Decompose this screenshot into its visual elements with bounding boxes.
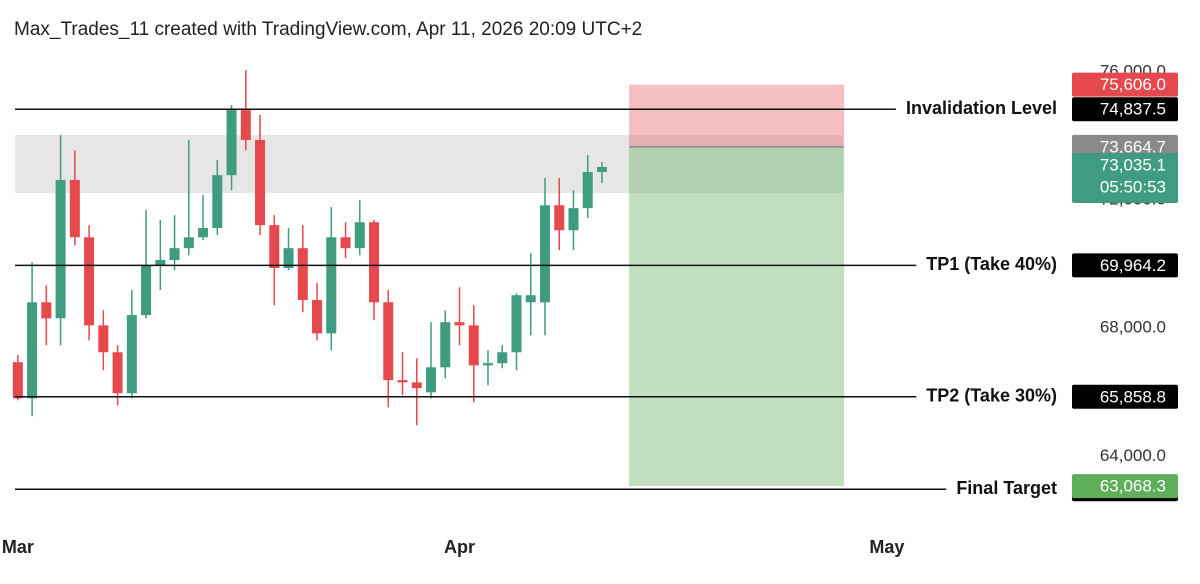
zone: [15, 135, 843, 194]
x-tick-label: May: [869, 537, 904, 557]
stop-zone: [629, 84, 845, 147]
entry-price-box: [1072, 134, 1178, 159]
candle-body: [539, 205, 550, 303]
target-price-box: [1072, 474, 1178, 499]
level-price-box: [1072, 253, 1178, 278]
level-price-label: 65,858.8: [1100, 387, 1166, 406]
candle-body: [112, 352, 123, 394]
candle-body: [141, 265, 152, 316]
candle-body: [582, 171, 593, 209]
stop-price-box: [1072, 72, 1178, 97]
candle-body: [497, 352, 508, 364]
candle-body: [212, 175, 223, 228]
candle-body: [41, 302, 52, 319]
candle-body: [255, 139, 266, 226]
candle-body: [183, 237, 194, 249]
level-price-box: [1072, 384, 1178, 409]
target-zone: [629, 146, 845, 487]
candle-body: [169, 248, 180, 261]
candle-body: [454, 322, 465, 326]
candle-body: [283, 248, 294, 269]
level-name: Final Target: [956, 478, 1057, 498]
candle-body: [340, 237, 351, 249]
level-price-label: 74,837.5: [1100, 100, 1166, 119]
candle-body: [84, 237, 95, 326]
last-price-box: [1072, 152, 1178, 203]
candle-body: [554, 205, 565, 231]
level-price-box: [1072, 97, 1178, 122]
candle-body: [383, 302, 394, 381]
candle-body: [12, 362, 23, 399]
level-name: TP2 (Take 30%): [926, 386, 1057, 406]
candle-body: [198, 227, 209, 238]
target-price-label: 63,068.3: [1100, 477, 1166, 496]
candle-body: [354, 222, 365, 249]
countdown-label: 05:50:53: [1100, 177, 1166, 196]
candle-body: [369, 222, 380, 303]
chart-header: Max_Trades_11 created with TradingView.c…: [14, 19, 642, 40]
stop-price-label: 75,606.0: [1100, 75, 1166, 94]
candle-body: [69, 179, 80, 238]
candle-body: [482, 363, 493, 366]
y-tick-label: 64,000.0: [1100, 446, 1166, 465]
candle-body: [55, 179, 66, 319]
candle-body: [27, 302, 38, 399]
level-name: Invalidation Level: [906, 98, 1057, 118]
candle-body: [312, 300, 323, 334]
last-price-label: 73,035.1: [1100, 155, 1166, 174]
candle-body: [411, 382, 422, 389]
candle-body: [596, 166, 607, 172]
candle-body: [269, 225, 280, 269]
candle-body: [155, 260, 166, 266]
candle-body: [397, 380, 408, 383]
candle-body: [568, 208, 579, 231]
candle-body: [440, 322, 451, 368]
candle-body: [468, 325, 479, 366]
candle-body: [326, 237, 337, 334]
x-tick-label: Mar: [2, 537, 34, 557]
candle-body: [240, 110, 251, 140]
candle-body: [226, 110, 237, 176]
candle-body: [297, 248, 308, 301]
level-price-label: 69,964.2: [1100, 256, 1166, 275]
candle-body: [426, 367, 437, 393]
x-tick-label: Apr: [444, 537, 475, 557]
entry-price-label: 73,664.7: [1100, 137, 1166, 156]
candle-body: [126, 315, 137, 394]
candle-body: [525, 295, 536, 303]
candle-body: [98, 325, 109, 353]
level-name: TP1 (Take 40%): [926, 254, 1057, 274]
y-tick-label: 68,000.0: [1100, 318, 1166, 337]
candle-body: [511, 295, 522, 353]
